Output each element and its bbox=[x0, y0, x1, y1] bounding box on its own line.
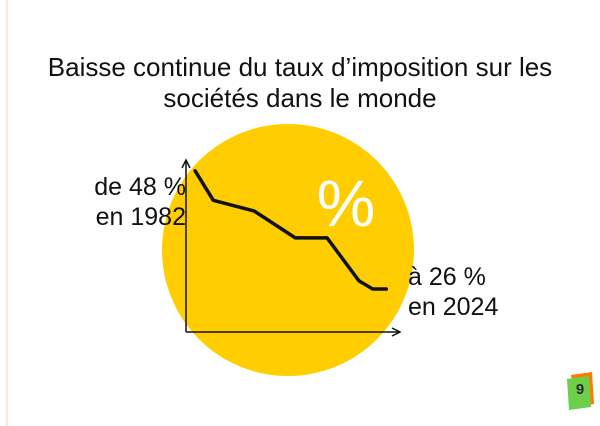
chart-title-line-1: Baisse continue du taux d’imposition sur… bbox=[47, 52, 553, 82]
chart-axes bbox=[181, 158, 402, 337]
chart-title-line-2: sociétés dans le monde bbox=[163, 83, 437, 113]
page-badge-shape bbox=[567, 372, 594, 410]
end-annotation-year: en 2024 bbox=[408, 293, 499, 321]
series-line-group bbox=[193, 169, 389, 291]
x-axis-arrow bbox=[391, 327, 402, 337]
tax-rate-series-line bbox=[193, 169, 389, 291]
start-annotation: de 48 % en 1982 bbox=[80, 172, 186, 232]
background-circle bbox=[162, 124, 414, 376]
page-number: 9 bbox=[575, 381, 585, 398]
start-annotation-year: en 1982 bbox=[95, 203, 186, 231]
start-annotation-value: de 48 % bbox=[94, 173, 186, 201]
left-margin-rule bbox=[6, 0, 8, 426]
end-annotation-value: à 26 % bbox=[408, 263, 486, 291]
badge-front-shape bbox=[567, 376, 591, 410]
percent-symbol: % bbox=[317, 166, 376, 240]
page-number-badge: 9 bbox=[565, 370, 595, 410]
y-axis-arrow bbox=[181, 158, 191, 169]
end-annotation: à 26 % en 2024 bbox=[408, 262, 498, 322]
chart-title: Baisse continue du taux d’imposition sur… bbox=[0, 52, 600, 114]
